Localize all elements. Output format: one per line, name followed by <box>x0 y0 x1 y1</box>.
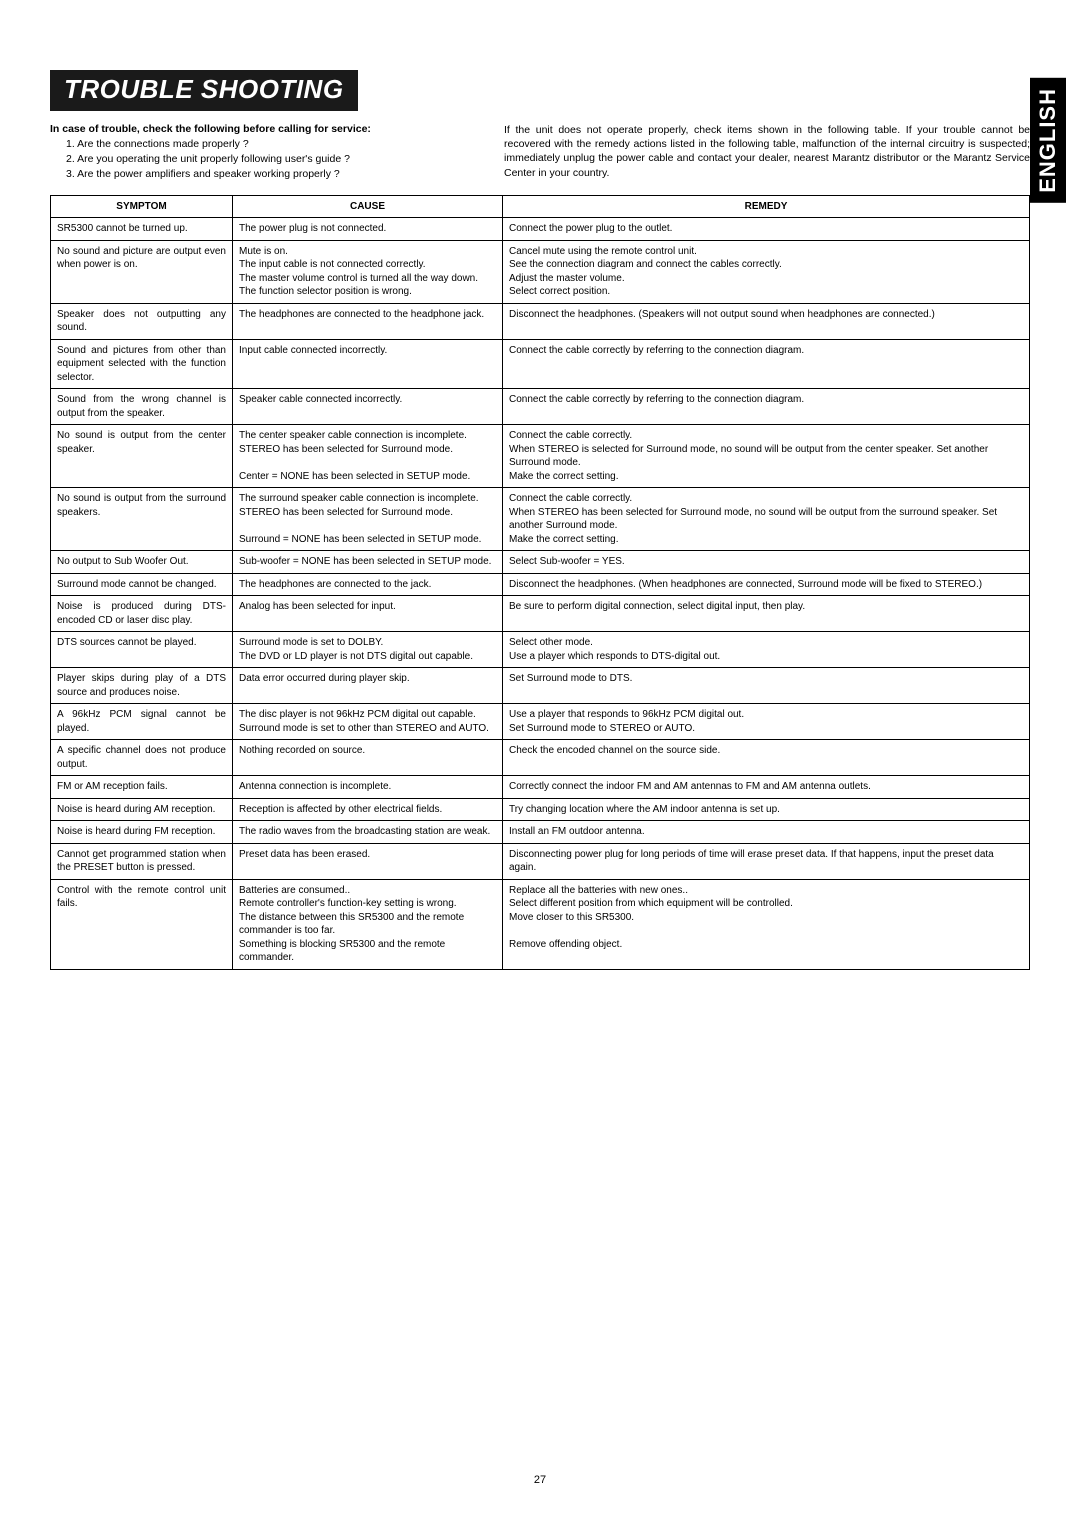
symptom-cell: Sound and pictures from other than equip… <box>51 339 233 389</box>
symptom-cell: SR5300 cannot be turned up. <box>51 218 233 241</box>
remedy-cell: Use a player that responds to 96kHz PCM … <box>503 704 1030 740</box>
table-row: Control with the remote control unit fai… <box>51 879 1030 969</box>
cause-cell: Speaker cable connected incorrectly. <box>233 389 503 425</box>
language-tab: ENGLISH <box>1030 78 1066 203</box>
cause-cell: The surround speaker cable connection is… <box>233 488 503 551</box>
remedy-cell: Connect the cable correctly by referring… <box>503 339 1030 389</box>
intro-item-2: 2. Are you operating the unit properly f… <box>50 152 470 167</box>
header-symptom: SYMPTOM <box>51 195 233 218</box>
cause-cell: The headphones are connected to the head… <box>233 303 503 339</box>
table-row: Sound and pictures from other than equip… <box>51 339 1030 389</box>
cause-cell: Antenna connection is incomplete. <box>233 776 503 799</box>
table-row: A 96kHz PCM signal cannot be played.The … <box>51 704 1030 740</box>
remedy-cell: Connect the cable correctly. When STEREO… <box>503 488 1030 551</box>
symptom-cell: No sound is output from the center speak… <box>51 425 233 488</box>
table-row: Player skips during play of a DTS source… <box>51 668 1030 704</box>
symptom-cell: FM or AM reception fails. <box>51 776 233 799</box>
page-number: 27 <box>0 1474 1080 1486</box>
intro-left: In case of trouble, check the following … <box>50 123 470 183</box>
symptom-cell: Sound from the wrong channel is output f… <box>51 389 233 425</box>
remedy-cell: Be sure to perform digital connection, s… <box>503 596 1030 632</box>
cause-cell: Sub-woofer = NONE has been selected in S… <box>233 551 503 574</box>
cause-cell: The power plug is not connected. <box>233 218 503 241</box>
remedy-cell: Disconnecting power plug for long period… <box>503 843 1030 879</box>
cause-cell: Reception is affected by other electrica… <box>233 798 503 821</box>
cause-cell: Nothing recorded on source. <box>233 740 503 776</box>
table-row: Speaker does not outputting any sound.Th… <box>51 303 1030 339</box>
cause-cell: Batteries are consumed.. Remote controll… <box>233 879 503 969</box>
header-remedy: REMEDY <box>503 195 1030 218</box>
troubleshooting-table: SYMPTOM CAUSE REMEDY SR5300 cannot be tu… <box>50 195 1030 970</box>
remedy-cell: Replace all the batteries with new ones.… <box>503 879 1030 969</box>
remedy-cell: Try changing location where the AM indoo… <box>503 798 1030 821</box>
table-row: Sound from the wrong channel is output f… <box>51 389 1030 425</box>
intro-bold: In case of trouble, check the following … <box>50 123 470 135</box>
cause-cell: The disc player is not 96kHz PCM digital… <box>233 704 503 740</box>
symptom-cell: No output to Sub Woofer Out. <box>51 551 233 574</box>
table-row: DTS sources cannot be played.Surround mo… <box>51 632 1030 668</box>
remedy-cell: Disconnect the headphones. (When headpho… <box>503 573 1030 596</box>
symptom-cell: Player skips during play of a DTS source… <box>51 668 233 704</box>
table-row: No sound is output from the center speak… <box>51 425 1030 488</box>
symptom-cell: No sound is output from the surround spe… <box>51 488 233 551</box>
symptom-cell: Speaker does not outputting any sound. <box>51 303 233 339</box>
remedy-cell: Select other mode. Use a player which re… <box>503 632 1030 668</box>
cause-cell: Data error occurred during player skip. <box>233 668 503 704</box>
intro-right: If the unit does not operate properly, c… <box>504 123 1030 183</box>
table-row: SR5300 cannot be turned up.The power plu… <box>51 218 1030 241</box>
cause-cell: Preset data has been erased. <box>233 843 503 879</box>
symptom-cell: Cannot get programmed station when the P… <box>51 843 233 879</box>
remedy-cell: Install an FM outdoor antenna. <box>503 821 1030 844</box>
symptom-cell: Noise is produced during DTS-encoded CD … <box>51 596 233 632</box>
remedy-cell: Disconnect the headphones. (Speakers wil… <box>503 303 1030 339</box>
table-row: No output to Sub Woofer Out.Sub-woofer =… <box>51 551 1030 574</box>
symptom-cell: DTS sources cannot be played. <box>51 632 233 668</box>
cause-cell: The center speaker cable connection is i… <box>233 425 503 488</box>
intro-item-3: 3. Are the power amplifiers and speaker … <box>50 167 470 182</box>
table-row: Noise is heard during FM reception.The r… <box>51 821 1030 844</box>
remedy-cell: Cancel mute using the remote control uni… <box>503 240 1030 303</box>
remedy-cell: Correctly connect the indoor FM and AM a… <box>503 776 1030 799</box>
table-row: Noise is heard during AM reception.Recep… <box>51 798 1030 821</box>
cause-cell: Analog has been selected for input. <box>233 596 503 632</box>
table-row: Noise is produced during DTS-encoded CD … <box>51 596 1030 632</box>
symptom-cell: Control with the remote control unit fai… <box>51 879 233 969</box>
table-row: A specific channel does not produce outp… <box>51 740 1030 776</box>
symptom-cell: A 96kHz PCM signal cannot be played. <box>51 704 233 740</box>
page-title: TROUBLE SHOOTING <box>50 70 358 111</box>
symptom-cell: No sound and picture are output even whe… <box>51 240 233 303</box>
symptom-cell: A specific channel does not produce outp… <box>51 740 233 776</box>
header-cause: CAUSE <box>233 195 503 218</box>
remedy-cell: Set Surround mode to DTS. <box>503 668 1030 704</box>
table-row: No sound is output from the surround spe… <box>51 488 1030 551</box>
remedy-cell: Connect the power plug to the outlet. <box>503 218 1030 241</box>
symptom-cell: Noise is heard during AM reception. <box>51 798 233 821</box>
table-row: Cannot get programmed station when the P… <box>51 843 1030 879</box>
remedy-cell: Connect the cable correctly. When STEREO… <box>503 425 1030 488</box>
cause-cell: Input cable connected incorrectly. <box>233 339 503 389</box>
remedy-cell: Connect the cable correctly by referring… <box>503 389 1030 425</box>
cause-cell: The headphones are connected to the jack… <box>233 573 503 596</box>
table-row: Surround mode cannot be changed.The head… <box>51 573 1030 596</box>
symptom-cell: Noise is heard during FM reception. <box>51 821 233 844</box>
symptom-cell: Surround mode cannot be changed. <box>51 573 233 596</box>
intro-item-1: 1. Are the connections made properly ? <box>50 137 470 152</box>
remedy-cell: Check the encoded channel on the source … <box>503 740 1030 776</box>
cause-cell: Mute is on. The input cable is not conne… <box>233 240 503 303</box>
cause-cell: The radio waves from the broadcasting st… <box>233 821 503 844</box>
cause-cell: Surround mode is set to DOLBY. The DVD o… <box>233 632 503 668</box>
table-row: No sound and picture are output even whe… <box>51 240 1030 303</box>
table-row: FM or AM reception fails.Antenna connect… <box>51 776 1030 799</box>
remedy-cell: Select Sub-woofer = YES. <box>503 551 1030 574</box>
